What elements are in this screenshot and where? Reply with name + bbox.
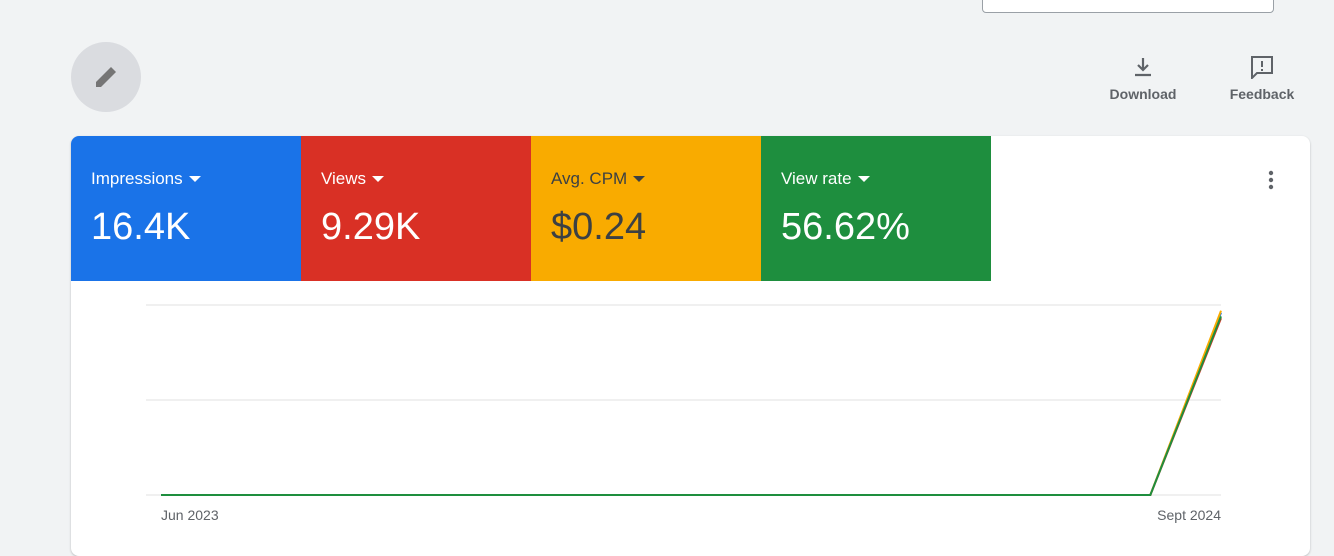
metric-value: 56.62% bbox=[781, 206, 910, 248]
metric-label: Avg. CPM bbox=[551, 169, 628, 188]
metric-tile: View rate 56.62% bbox=[761, 136, 991, 281]
download-label: Download bbox=[1109, 86, 1177, 102]
dropdown-arrow bbox=[633, 176, 646, 182]
metric-selector[interactable]: Impressions bbox=[91, 169, 201, 189]
download-button[interactable]: Download bbox=[1093, 55, 1193, 102]
arrow-shape bbox=[372, 176, 385, 182]
metric-label: Impressions bbox=[91, 169, 183, 188]
metric-tile: Impressions 16.4K bbox=[71, 136, 301, 281]
search-box[interactable] bbox=[982, 0, 1274, 13]
feedback-button[interactable]: Feedback bbox=[1212, 55, 1312, 102]
dropdown-arrow bbox=[372, 176, 385, 182]
arrow-shape bbox=[857, 176, 870, 182]
metric-tile: Avg. CPM $0.24 bbox=[531, 136, 761, 281]
arrow-shape bbox=[188, 176, 201, 182]
series-line bbox=[161, 312, 1222, 496]
download-icon bbox=[1135, 58, 1151, 77]
series-line bbox=[161, 310, 1222, 496]
dropdown-arrow bbox=[188, 176, 201, 182]
metric-selector[interactable]: Views bbox=[321, 169, 385, 189]
chart: Jun 2023 Sept 2024 bbox=[146, 304, 1222, 523]
series-line bbox=[161, 316, 1222, 496]
x-tick-label: Sept 2024 bbox=[1157, 507, 1221, 523]
metric-selector[interactable]: Avg. CPM bbox=[551, 169, 646, 189]
metric-value: 9.29K bbox=[321, 206, 421, 248]
more-menu[interactable] bbox=[1261, 169, 1281, 193]
metric-selector[interactable]: View rate bbox=[781, 169, 870, 189]
metric-value: $0.24 bbox=[551, 206, 647, 248]
edit-button[interactable] bbox=[71, 42, 141, 112]
series-line bbox=[161, 317, 1222, 496]
feedback-icon bbox=[1251, 56, 1273, 81]
metric-label: View rate bbox=[781, 169, 852, 188]
metric-label: Views bbox=[321, 169, 367, 188]
x-tick-label: Jun 2023 bbox=[161, 507, 219, 523]
performance-card: Jun 2023 Sept 2024 Impressions 16.4K Views 9… bbox=[71, 136, 1310, 556]
arrow-shape bbox=[633, 176, 646, 182]
page: Download Feedback Jun 2023 Sept 2024 Impr… bbox=[71, 0, 1312, 556]
metric-value: 16.4K bbox=[91, 206, 191, 248]
feedback-label: Feedback bbox=[1229, 86, 1295, 102]
metric-tile: Views 9.29K bbox=[301, 136, 531, 281]
edit-icon bbox=[96, 67, 116, 87]
dropdown-arrow bbox=[857, 176, 870, 182]
